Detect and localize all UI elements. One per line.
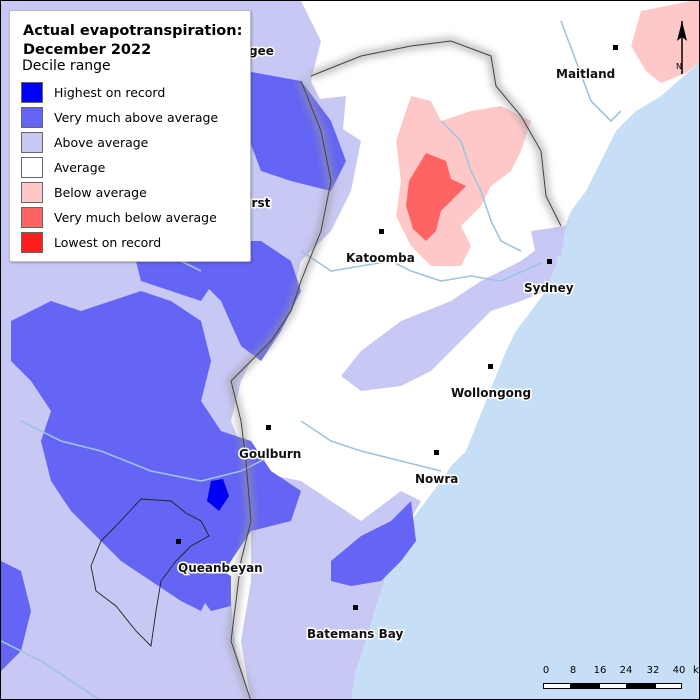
scale-segment [599, 683, 627, 689]
town-label-katoomba: Katoomba [346, 251, 415, 265]
scale-tick: 0 [542, 665, 550, 676]
town-label-goulburn: Goulburn [239, 447, 301, 461]
legend-swatch-highest [21, 81, 43, 103]
legend-item: Very much below average [21, 205, 217, 229]
scale-bar: 0 8 16 24 32 40 km [535, 665, 699, 695]
town-label-queanbeyan: Queanbeyan [178, 561, 263, 575]
town-label-nowra: Nowra [415, 472, 458, 486]
town-label-batemans-bay: Batemans Bay [307, 627, 403, 641]
legend-item: Lowest on record [21, 230, 161, 254]
highest-on-record-region [207, 479, 229, 511]
legend-label: Very much below average [54, 209, 217, 225]
scale-segment [627, 683, 655, 689]
legend-label: Lowest on record [54, 234, 162, 250]
legend-label: Very much above average [54, 109, 219, 125]
legend-item: Below average [21, 180, 147, 204]
scale-tick: 24 [619, 665, 633, 676]
legend-subtitle: Decile range [22, 58, 111, 74]
act-boundary [90, 498, 210, 647]
legend-swatch-below [21, 181, 43, 203]
scale-unit: km [693, 665, 699, 676]
scale-segment [571, 683, 599, 689]
town-markers [176, 45, 618, 610]
scale-tick: 32 [646, 665, 660, 676]
legend-item: Average [21, 155, 105, 179]
very-much-below-average-region [406, 153, 466, 241]
town-label-maitland: Maitland [556, 67, 615, 81]
north-arrow-icon: N [667, 19, 697, 79]
legend-item: Very much above average [21, 105, 218, 129]
town-label-mudgee-partial: gee [249, 44, 274, 58]
legend: Actual evapotranspiration: December 2022… [9, 10, 251, 262]
legend-swatch-lowest [21, 231, 43, 253]
legend-item: Above average [21, 130, 148, 154]
legend-title: Actual evapotranspiration: December 2022 [23, 23, 243, 58]
legend-label: Highest on record [54, 84, 166, 100]
legend-swatch-above [21, 131, 43, 153]
scale-segment [655, 683, 682, 689]
scale-tick: 8 [569, 665, 577, 676]
legend-label: Above average [54, 134, 149, 150]
scale-tick: 16 [593, 665, 607, 676]
legend-label: Average [54, 159, 106, 175]
catchment-boundary [230, 40, 562, 699]
legend-swatch-very-much-below [21, 206, 43, 228]
ocean [351, 62, 699, 699]
scale-tick: 40 [672, 665, 686, 676]
legend-swatch-very-much-above [21, 106, 43, 128]
legend-label: Below average [54, 184, 147, 200]
town-label-sydney: Sydney [524, 281, 574, 295]
legend-item: Highest on record [21, 80, 165, 104]
north-label: N [676, 62, 682, 71]
town-label-wollongong: Wollongong [451, 386, 531, 400]
legend-swatch-average [21, 156, 43, 178]
scale-segment [543, 683, 571, 689]
